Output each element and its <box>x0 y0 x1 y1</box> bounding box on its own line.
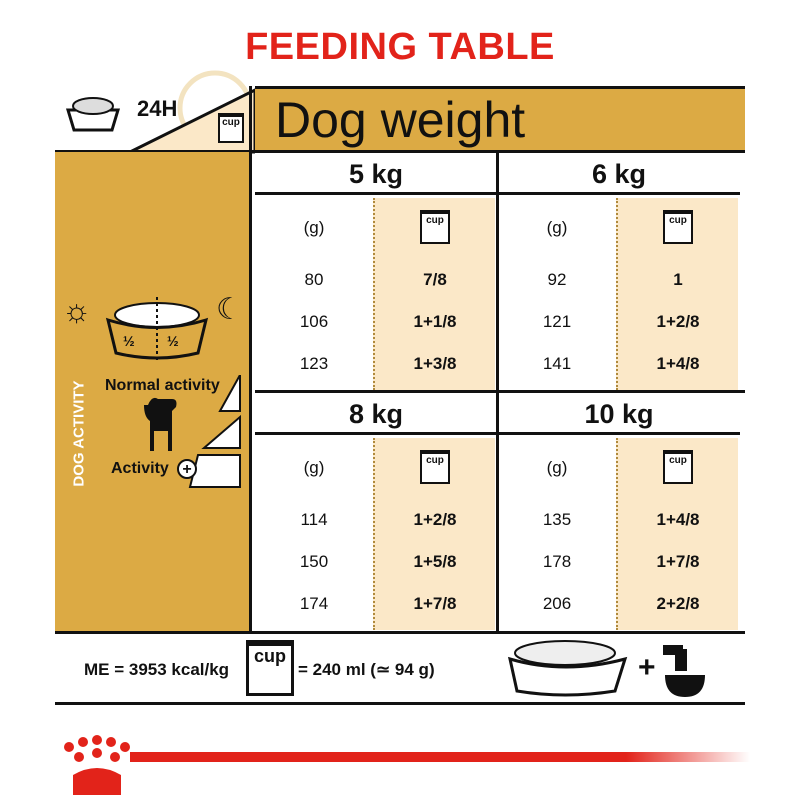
cup-icon: cup <box>246 640 294 696</box>
grams-value: 92 <box>547 270 567 289</box>
cup-icon: cup <box>663 210 693 244</box>
cups-value: 1 <box>673 270 683 289</box>
cup-icon: cup <box>420 450 450 484</box>
half-right: ½ <box>167 333 179 349</box>
grams-header: (g) <box>303 218 325 237</box>
bowl-half-icon <box>105 297 209 363</box>
grams-value: 121 <box>542 312 572 331</box>
grams-value: 150 <box>299 552 329 571</box>
cups-value: 7/8 <box>423 270 447 289</box>
cups-value: 1+7/8 <box>413 594 457 613</box>
dog-weight-label: Dog weight <box>275 92 526 148</box>
grams-header: (g) <box>546 218 568 237</box>
cup-icon: cup <box>218 113 244 143</box>
grams-value: 141 <box>542 354 572 373</box>
cups-column: cup 1+2/8 1+5/8 1+7/8 <box>373 438 495 630</box>
grams-value: 174 <box>299 594 329 613</box>
grams-value: 206 <box>542 594 572 613</box>
grams-column: (g) 114 150 174 <box>255 438 373 630</box>
weight-header: 6 kg <box>498 153 740 195</box>
grams-value: 178 <box>542 552 572 571</box>
cup-icon: cup <box>420 210 450 244</box>
cups-value: 1+4/8 <box>656 354 700 373</box>
time-label: 24H <box>137 96 178 121</box>
cups-column: cup 7/8 1+1/8 1+3/8 <box>373 198 495 390</box>
cups-value: 1+5/8 <box>413 552 457 571</box>
svg-text:+: + <box>182 461 191 478</box>
activity-label: Activity <box>111 460 169 477</box>
grams-value: 135 <box>542 510 572 529</box>
grams-column: (g) 92 121 141 <box>498 198 616 390</box>
half-left: ½ <box>123 333 135 349</box>
plus-sign: + <box>638 651 656 684</box>
grams-header: (g) <box>303 458 325 477</box>
grams-value: 80 <box>304 270 324 289</box>
cups-column: cup 1+4/8 1+7/8 2+2/8 <box>616 438 738 630</box>
moon-icon: ☾ <box>216 293 243 326</box>
royal-canin-logo <box>64 735 750 795</box>
weight-block: 6 kg (g) 92 121 141 cup 1 1+2/8 1+4/8 <box>498 153 740 390</box>
sun-icon: ☼ <box>62 292 92 328</box>
page-title: FEEDING TABLE <box>245 26 555 68</box>
cups-value: 1+1/8 <box>413 312 457 331</box>
normal-activity-label: Normal activity <box>105 377 220 394</box>
weight-header: 10 kg <box>498 393 740 435</box>
cup-icon: cup <box>663 450 693 484</box>
weight-block: 10 kg (g) 135 178 206 cup 1+4/8 1+7/8 2+2/8 <box>498 393 740 630</box>
weight-header: 8 kg <box>255 393 497 435</box>
cups-value: 1+2/8 <box>656 312 700 331</box>
cups-value: 1+2/8 <box>413 510 457 529</box>
grams-value: 123 <box>299 354 329 373</box>
dog-weight-header: Dog weight <box>255 89 745 152</box>
cups-value: 1+3/8 <box>413 354 457 373</box>
weight-header: 5 kg <box>255 153 497 195</box>
grams-header: (g) <box>546 458 568 477</box>
weight-block: 8 kg (g) 114 150 174 cup 1+2/8 1+5/8 1+7/8 <box>255 393 497 630</box>
cups-value: 1+7/8 <box>656 552 700 571</box>
cups-value: 1+4/8 <box>656 510 700 529</box>
cup-equivalent: = 240 ml (≃ 94 g) <box>298 660 435 679</box>
dog-activity-label: DOG ACTIVITY <box>70 380 88 487</box>
grams-value: 114 <box>300 510 328 529</box>
energy-label: ME = 3953 kcal/kg <box>84 660 230 679</box>
cups-value: 2+2/8 <box>656 594 700 613</box>
grams-value: 106 <box>299 312 329 331</box>
grams-column: (g) 80 106 123 <box>255 198 373 390</box>
weight-block: 5 kg (g) 80 106 123 cup 7/8 1+1/8 1+3/8 <box>255 153 497 390</box>
bowl-plus-water-icon: + <box>507 640 705 697</box>
left-panel <box>55 152 250 632</box>
cups-column: cup 1 1+2/8 1+4/8 <box>616 198 738 390</box>
grams-column: (g) 135 178 206 <box>498 438 616 630</box>
dog-and-activity-scale-icon: + <box>144 375 241 488</box>
